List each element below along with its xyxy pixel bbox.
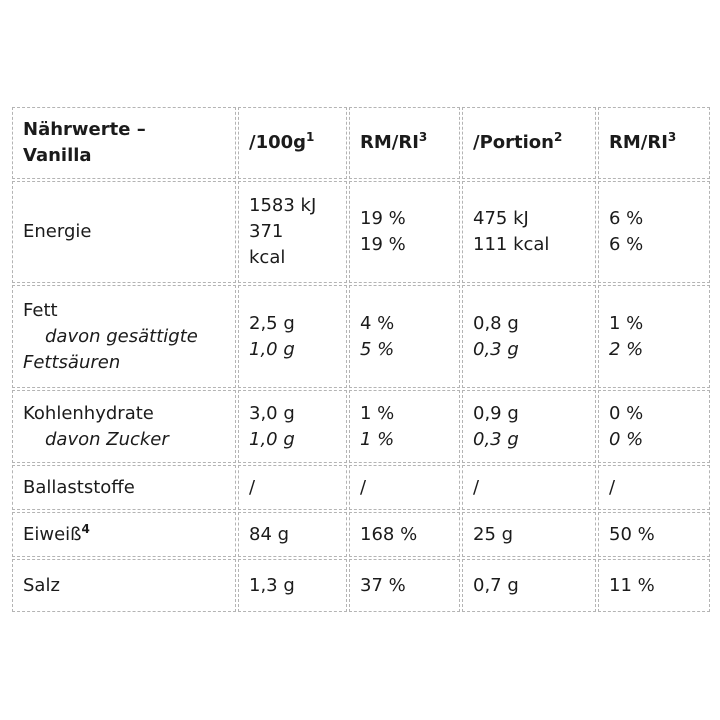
footnote-marker-2: 2 [553,130,563,144]
cell-ballaststoffe-portion: / [462,465,596,510]
cell-eiweiss-per-100g: 84 g [238,512,347,557]
row-label-ballaststoffe: Ballaststoffe [12,465,236,510]
cell-kohlenhydrate-rm-ri-left-sub-value: 1 % [360,428,395,450]
cell-kohlenhydrate-rm-ri-right-value: 0 % [609,402,644,424]
cell-kohlenhydrate-rm-ri-left-value: 1 % [360,402,395,424]
cell-energie-rm-ri-left: 19 % 19 % [349,181,460,283]
row-label-kohlenhydrate: Kohlenhydrate davon Zucker [12,390,236,463]
column-header-per-100g-label: /100g [249,132,307,153]
cell-kohlenhydrate-rm-ri-right-sub-value: 0 % [609,428,644,450]
cell-ballaststoffe-portion-value: / [473,476,480,498]
cell-salz-per-100g-value: 1,3 g [249,574,295,596]
cell-eiweiss-rm-ri-right-value: 50 % [609,523,655,545]
footnote-marker-4: 4 [81,521,90,536]
cell-eiweiss-portion: 25 g [462,512,596,557]
cell-fett-portion-value: 0,8 g [473,312,519,334]
cell-energie-portion: 475 kJ 111 kcal [462,181,596,283]
cell-energie-portion-value: 475 kJ 111 kcal [473,208,550,255]
footnote-marker-1: 1 [306,130,315,144]
cell-salz-per-100g: 1,3 g [238,559,347,612]
row-label-eiweiss: Eiweiß4 [12,512,236,557]
cell-energie-rm-ri-right: 6 % 6 % [598,181,710,283]
row-label-fett-text: Fett [23,299,58,321]
table-title: Nährwerte – Vanilla [12,107,236,179]
cell-eiweiss-rm-ri-left-value: 168 % [360,523,418,545]
cell-kohlenhydrate-per-100g: 3,0 g 1,0 g [238,390,347,463]
cell-salz-rm-ri-left: 37 % [349,559,460,612]
row-kohlenhydrate: Kohlenhydrate davon Zucker 3,0 g 1,0 g 1… [12,390,710,463]
cell-fett-portion-sub-value: 0,3 g [473,338,519,360]
cell-fett-rm-ri-left-sub-value: 5 % [360,338,395,360]
column-header-per-100g: /100g1 [238,107,347,179]
cell-eiweiss-per-100g-value: 84 g [249,523,290,545]
row-label-kohlenhydrate-sub-text: davon Zucker [45,428,169,450]
cell-kohlenhydrate-per-100g-sub-value: 1,0 g [249,428,295,450]
header-row: Nährwerte – Vanilla /100g1 RM/RI3 /Porti… [12,107,710,179]
column-header-portion: /Portion2 [462,107,596,179]
cell-fett-rm-ri-left: 4 % 5 % [349,285,460,388]
column-header-rm-ri-left: RM/RI3 [349,107,460,179]
cell-fett-rm-ri-right-value: 1 % [609,312,644,334]
row-label-kohlenhydrate-text: Kohlenhydrate [23,402,154,424]
cell-ballaststoffe-rm-ri-right: / [598,465,710,510]
cell-energie-per-100g: 1583 kJ 371 kcal [238,181,347,283]
row-eiweiss: Eiweiß4 84 g 168 % 25 g 50 % [12,512,710,557]
cell-fett-rm-ri-left-value: 4 % [360,312,395,334]
cell-salz-portion: 0,7 g [462,559,596,612]
cell-kohlenhydrate-per-100g-value: 3,0 g [249,402,295,424]
cell-fett-rm-ri-right-sub-value: 2 % [609,338,644,360]
row-salz: Salz 1,3 g 37 % 0,7 g 11 % [12,559,710,612]
cell-fett-per-100g-value: 2,5 g [249,312,295,334]
cell-fett-per-100g: 2,5 g 1,0 g [238,285,347,388]
cell-ballaststoffe-per-100g: / [238,465,347,510]
cell-eiweiss-portion-value: 25 g [473,523,514,545]
cell-salz-portion-value: 0,7 g [473,574,519,596]
cell-energie-per-100g-value: 1583 kJ 371 kcal [249,195,317,268]
row-energie: Energie 1583 kJ 371 kcal 19 % 19 % 475 k… [12,181,710,283]
cell-energie-rm-ri-right-value: 6 % 6 % [609,208,644,255]
cell-kohlenhydrate-rm-ri-left: 1 % 1 % [349,390,460,463]
row-label-eiweiss-text: Eiweiß [23,523,82,545]
cell-salz-rm-ri-left-value: 37 % [360,574,406,596]
row-label-salz-text: Salz [23,574,60,596]
column-header-rm-ri-right-label: RM/RI [609,132,668,153]
cell-ballaststoffe-rm-ri-right-value: / [609,476,616,498]
cell-ballaststoffe-rm-ri-left-value: / [360,476,367,498]
cell-salz-rm-ri-right: 11 % [598,559,710,612]
cell-kohlenhydrate-portion: 0,9 g 0,3 g [462,390,596,463]
cell-kohlenhydrate-rm-ri-right: 0 % 0 % [598,390,710,463]
cell-ballaststoffe-rm-ri-left: / [349,465,460,510]
cell-energie-rm-ri-left-value: 19 % 19 % [360,208,406,255]
cell-kohlenhydrate-portion-sub-value: 0,3 g [473,428,519,450]
row-label-energie: Energie [12,181,236,283]
row-label-salz: Salz [12,559,236,612]
footnote-marker-3b: 3 [667,130,677,144]
row-label-fett: Fett davon gesättigte Fettsäuren [12,285,236,388]
column-header-portion-label: /Portion [473,132,554,153]
cell-ballaststoffe-per-100g-value: / [249,476,256,498]
table-title-text: Nährwerte – Vanilla [23,119,146,166]
cell-fett-per-100g-sub-value: 1,0 g [249,338,295,360]
cell-kohlenhydrate-portion-value: 0,9 g [473,402,519,424]
row-ballaststoffe: Ballaststoffe / / / / [12,465,710,510]
row-label-fett-sub-text: davon gesättigte Fettsäuren [23,325,198,373]
row-fett: Fett davon gesättigte Fettsäuren 2,5 g 1… [12,285,710,388]
cell-fett-portion: 0,8 g 0,3 g [462,285,596,388]
column-header-rm-ri-right: RM/RI3 [598,107,710,179]
cell-eiweiss-rm-ri-right: 50 % [598,512,710,557]
cell-salz-rm-ri-right-value: 11 % [609,574,655,596]
column-header-rm-ri-left-label: RM/RI [360,132,419,153]
cell-fett-rm-ri-right: 1 % 2 % [598,285,710,388]
row-label-ballaststoffe-text: Ballaststoffe [23,476,135,498]
row-label-energie-text: Energie [23,221,92,242]
cell-eiweiss-rm-ri-left: 168 % [349,512,460,557]
nutrition-table: Nährwerte – Vanilla /100g1 RM/RI3 /Porti… [10,105,712,614]
footnote-marker-3a: 3 [418,130,428,144]
